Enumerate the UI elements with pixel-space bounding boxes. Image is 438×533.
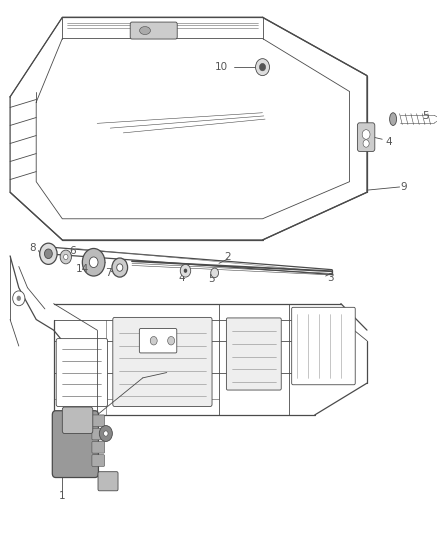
FancyBboxPatch shape bbox=[92, 428, 105, 440]
Circle shape bbox=[117, 264, 123, 271]
Text: 7: 7 bbox=[105, 269, 111, 278]
Text: 3: 3 bbox=[327, 273, 333, 283]
Text: 1: 1 bbox=[59, 490, 66, 500]
Circle shape bbox=[362, 130, 370, 139]
Circle shape bbox=[45, 249, 52, 259]
Circle shape bbox=[60, 250, 71, 264]
FancyBboxPatch shape bbox=[292, 308, 355, 385]
Text: 14: 14 bbox=[76, 264, 89, 274]
FancyBboxPatch shape bbox=[130, 22, 177, 39]
Circle shape bbox=[168, 336, 175, 345]
Circle shape bbox=[184, 269, 187, 273]
FancyBboxPatch shape bbox=[357, 123, 375, 151]
Text: 6: 6 bbox=[69, 246, 76, 256]
Text: 8: 8 bbox=[29, 244, 36, 254]
Circle shape bbox=[180, 264, 191, 277]
Circle shape bbox=[99, 425, 113, 441]
Circle shape bbox=[363, 140, 369, 147]
FancyBboxPatch shape bbox=[92, 441, 105, 453]
Circle shape bbox=[255, 59, 269, 76]
FancyBboxPatch shape bbox=[52, 411, 99, 478]
Circle shape bbox=[17, 296, 21, 301]
Text: 4: 4 bbox=[385, 137, 392, 147]
Circle shape bbox=[150, 336, 157, 345]
Circle shape bbox=[104, 431, 108, 436]
FancyBboxPatch shape bbox=[92, 455, 105, 466]
FancyBboxPatch shape bbox=[113, 317, 212, 407]
Text: 5: 5 bbox=[208, 274, 215, 284]
Circle shape bbox=[89, 257, 98, 268]
FancyBboxPatch shape bbox=[226, 318, 281, 390]
Circle shape bbox=[259, 63, 265, 71]
Text: 10: 10 bbox=[215, 62, 228, 72]
Ellipse shape bbox=[140, 27, 150, 35]
Circle shape bbox=[40, 243, 57, 264]
Text: 5: 5 bbox=[422, 111, 429, 122]
Circle shape bbox=[13, 291, 25, 306]
FancyBboxPatch shape bbox=[92, 415, 105, 426]
Circle shape bbox=[211, 268, 219, 278]
Text: 2: 2 bbox=[224, 252, 231, 262]
Circle shape bbox=[112, 258, 127, 277]
FancyBboxPatch shape bbox=[98, 472, 118, 491]
Circle shape bbox=[82, 248, 105, 276]
Circle shape bbox=[64, 254, 68, 260]
Text: 4: 4 bbox=[179, 273, 185, 282]
FancyBboxPatch shape bbox=[62, 407, 93, 433]
FancyBboxPatch shape bbox=[56, 338, 108, 407]
Text: 9: 9 bbox=[401, 182, 407, 192]
Ellipse shape bbox=[390, 113, 396, 125]
FancyBboxPatch shape bbox=[139, 328, 177, 353]
